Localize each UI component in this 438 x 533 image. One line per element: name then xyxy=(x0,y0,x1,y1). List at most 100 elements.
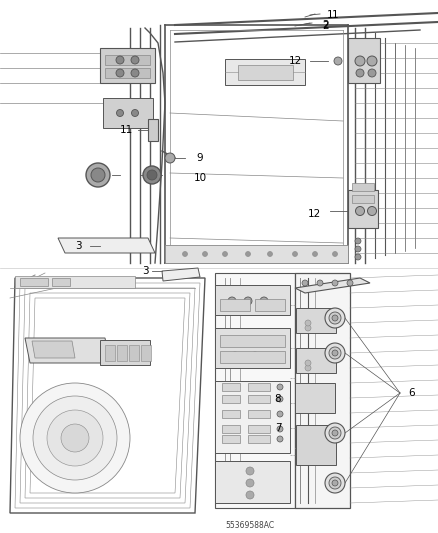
Circle shape xyxy=(116,69,124,77)
Circle shape xyxy=(332,315,338,321)
Bar xyxy=(295,383,335,413)
Bar xyxy=(222,395,240,403)
Text: 55369588AC: 55369588AC xyxy=(226,521,275,529)
Bar xyxy=(215,461,290,503)
Bar xyxy=(248,435,270,443)
Bar xyxy=(148,119,158,141)
Circle shape xyxy=(277,436,283,442)
Text: 1: 1 xyxy=(327,10,333,20)
Bar xyxy=(225,59,305,85)
Polygon shape xyxy=(58,238,155,253)
Bar xyxy=(215,381,290,453)
Circle shape xyxy=(246,491,254,499)
Bar xyxy=(215,328,290,368)
Text: 1: 1 xyxy=(332,10,338,20)
Text: 2: 2 xyxy=(323,20,329,30)
Circle shape xyxy=(332,480,338,486)
Bar xyxy=(215,285,290,315)
Circle shape xyxy=(277,411,283,417)
Circle shape xyxy=(355,246,361,252)
Circle shape xyxy=(332,252,338,256)
Bar xyxy=(20,278,48,286)
Circle shape xyxy=(183,252,187,256)
Circle shape xyxy=(325,473,345,493)
Circle shape xyxy=(246,467,254,475)
Bar xyxy=(165,245,348,263)
Circle shape xyxy=(230,352,240,362)
Circle shape xyxy=(271,353,279,361)
Polygon shape xyxy=(32,341,75,358)
Circle shape xyxy=(277,396,283,402)
Bar xyxy=(100,48,155,83)
Circle shape xyxy=(131,69,139,77)
Polygon shape xyxy=(25,338,110,363)
Bar xyxy=(103,98,153,128)
Circle shape xyxy=(131,56,139,64)
Circle shape xyxy=(268,252,272,256)
Bar xyxy=(248,425,270,433)
Polygon shape xyxy=(295,278,370,293)
Circle shape xyxy=(277,426,283,432)
Circle shape xyxy=(223,252,227,256)
Bar xyxy=(100,340,150,365)
Circle shape xyxy=(202,252,208,256)
Circle shape xyxy=(332,350,338,356)
Circle shape xyxy=(356,206,364,215)
Text: 2: 2 xyxy=(323,21,329,31)
Text: 7: 7 xyxy=(275,423,281,433)
Bar xyxy=(220,299,250,311)
Bar xyxy=(141,345,151,361)
Circle shape xyxy=(356,69,364,77)
Bar xyxy=(296,425,336,465)
Circle shape xyxy=(329,477,341,489)
Bar xyxy=(105,55,150,65)
Circle shape xyxy=(334,57,342,65)
Circle shape xyxy=(312,252,318,256)
Circle shape xyxy=(329,312,341,324)
Circle shape xyxy=(317,280,323,286)
Circle shape xyxy=(250,352,260,362)
Bar xyxy=(248,395,270,403)
Circle shape xyxy=(367,56,377,66)
Circle shape xyxy=(355,254,361,260)
Circle shape xyxy=(329,347,341,359)
Bar xyxy=(222,435,240,443)
Bar xyxy=(255,299,285,311)
Circle shape xyxy=(305,325,311,331)
Bar xyxy=(296,348,336,373)
Circle shape xyxy=(91,168,105,182)
Circle shape xyxy=(165,153,175,163)
Bar xyxy=(348,190,378,228)
Bar xyxy=(238,65,293,80)
Bar xyxy=(222,410,240,418)
Circle shape xyxy=(131,109,138,117)
Circle shape xyxy=(228,297,236,305)
Circle shape xyxy=(61,424,89,452)
Text: 9: 9 xyxy=(197,153,203,163)
Circle shape xyxy=(33,396,117,480)
Circle shape xyxy=(355,56,365,66)
Circle shape xyxy=(332,430,338,436)
Circle shape xyxy=(302,280,308,286)
Bar xyxy=(215,273,295,508)
Bar xyxy=(248,383,270,391)
Circle shape xyxy=(244,297,252,305)
Text: 3: 3 xyxy=(75,241,81,251)
Circle shape xyxy=(116,56,124,64)
Circle shape xyxy=(246,479,254,487)
Bar xyxy=(220,335,285,347)
Bar xyxy=(352,183,374,191)
Circle shape xyxy=(143,166,161,184)
Circle shape xyxy=(325,308,345,328)
Bar xyxy=(52,278,70,286)
Circle shape xyxy=(117,109,124,117)
Circle shape xyxy=(325,423,345,443)
Text: 11: 11 xyxy=(120,125,133,135)
Bar xyxy=(352,195,374,203)
Text: 8: 8 xyxy=(275,394,281,404)
Circle shape xyxy=(151,123,155,127)
Bar xyxy=(296,308,336,333)
Circle shape xyxy=(86,163,110,187)
Bar xyxy=(117,345,127,361)
Circle shape xyxy=(332,280,338,286)
